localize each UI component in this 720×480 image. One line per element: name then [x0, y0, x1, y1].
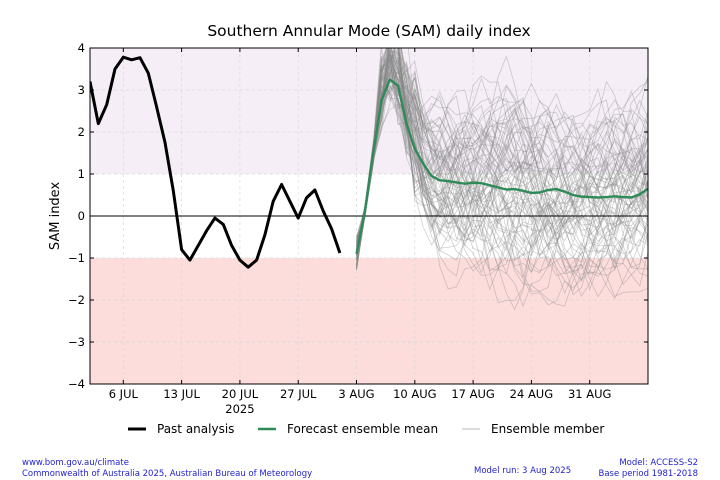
x-tick-label: 31 AUG — [568, 387, 611, 401]
base-period-text: Base period 1981-2018 — [598, 469, 698, 480]
chart-title: Southern Annular Mode (SAM) daily index — [207, 22, 530, 40]
y-tick-label: −2 — [68, 293, 85, 307]
legend-label: Ensemble member — [491, 422, 604, 436]
y-axis-label: SAM index — [48, 182, 63, 251]
legend-past-analysis: Past analysis — [128, 422, 234, 436]
y-tick-label: 2 — [78, 125, 85, 139]
legend-label: Forecast ensemble mean — [287, 422, 438, 436]
x-tick-label: 17 AUG — [451, 387, 494, 401]
sam-index-chart: Southern Annular Mode (SAM) daily index … — [0, 0, 720, 480]
legend-ensemble-mean: Forecast ensemble mean — [258, 422, 438, 436]
band-positive — [90, 48, 648, 174]
model-run-text: Model run: 3 Aug 2025 — [474, 466, 571, 477]
band-negative — [90, 258, 648, 384]
legend-label: Past analysis — [157, 422, 234, 436]
x-tick-label: 20 JUL — [222, 387, 259, 401]
x-tick-label: 10 AUG — [393, 387, 436, 401]
x-tick-year-label: 2025 — [225, 402, 254, 416]
x-tick-label: 27 JUL — [280, 387, 317, 401]
model-name-text: Model: ACCESS-S2 — [598, 458, 698, 469]
x-tick-label: 3 AUG — [338, 387, 374, 401]
plot-area — [90, 25, 648, 384]
y-tick-label: 3 — [78, 83, 85, 97]
legend-ensemble-member: Ensemble member — [462, 422, 604, 436]
footer-model-run: Model run: 3 Aug 2025 — [474, 466, 571, 477]
y-tick-label: 1 — [78, 167, 85, 181]
x-tick-label: 6 JUL — [109, 387, 139, 401]
y-tick-label: −1 — [68, 251, 85, 265]
y-tick-label: −4 — [68, 377, 85, 391]
legend: Past analysis Forecast ensemble mean Ensem… — [128, 422, 604, 436]
y-tick-label: 4 — [78, 41, 85, 55]
y-tick-label: 0 — [78, 209, 85, 223]
y-tick-label: −3 — [68, 335, 85, 349]
footer-url: www.bom.gov.au/climate — [22, 458, 312, 469]
footer-credit: www.bom.gov.au/climate Commonwealth of A… — [22, 458, 312, 480]
footer-model-info: Model: ACCESS-S2 Base period 1981-2018 — [598, 458, 698, 480]
footer-copyright: Commonwealth of Australia 2025, Australi… — [22, 469, 312, 480]
x-tick-label: 24 AUG — [510, 387, 553, 401]
x-tick-label: 13 JUL — [163, 387, 200, 401]
